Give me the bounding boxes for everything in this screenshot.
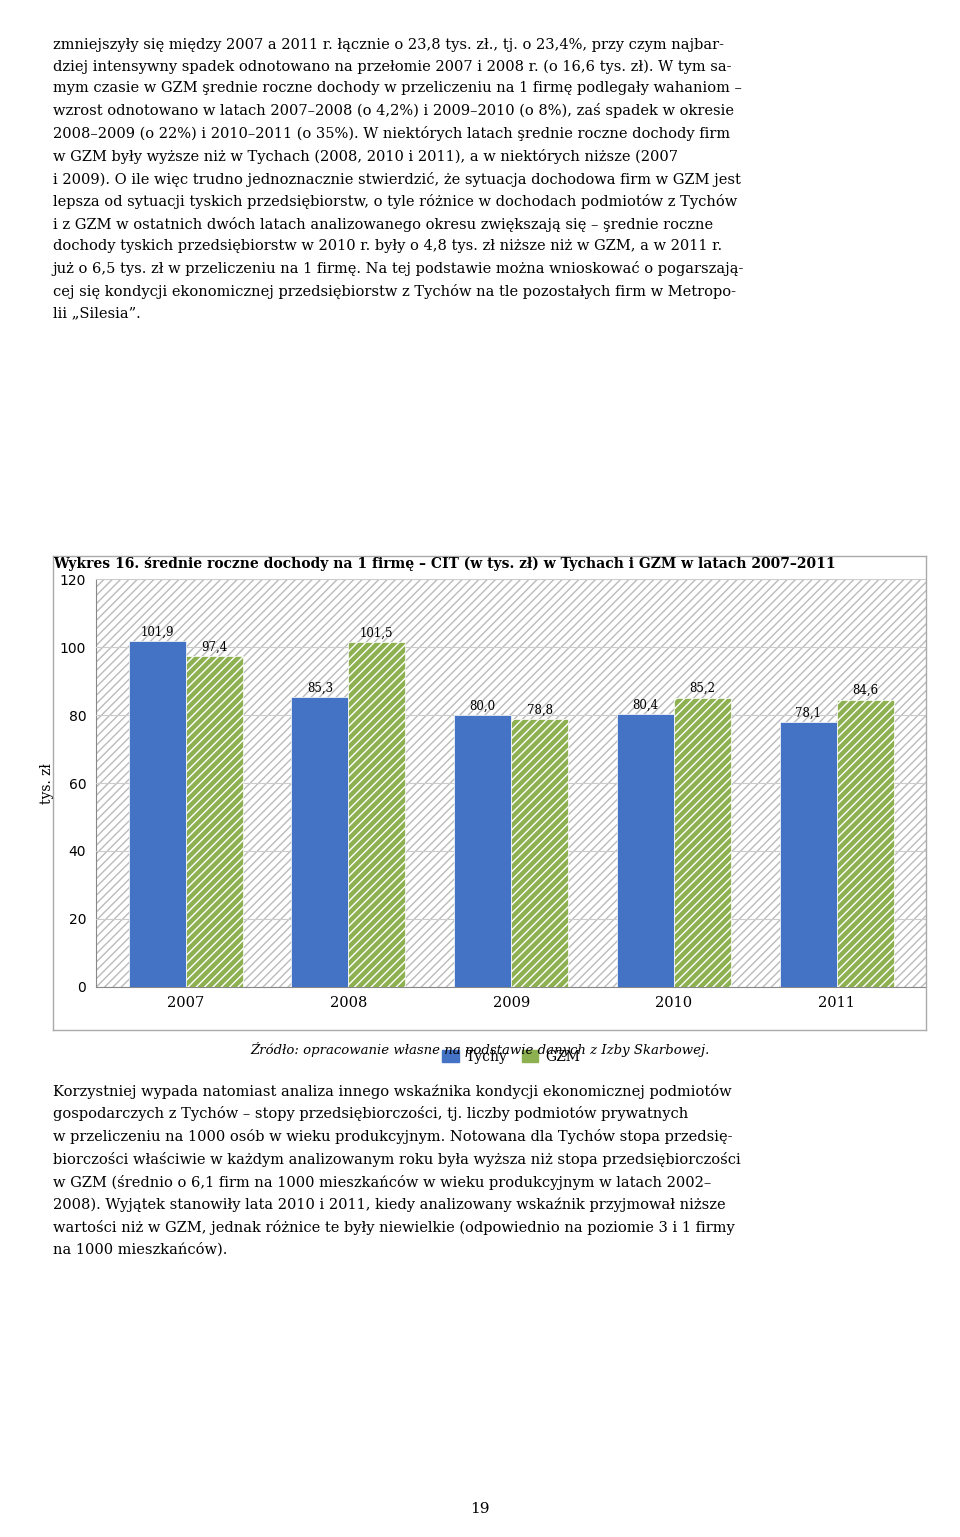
Bar (617, 713, 674, 987)
Text: 78,8: 78,8 (527, 704, 553, 716)
Text: 84,6: 84,6 (852, 684, 878, 698)
Text: Korzystniej wypada natomiast analiza innego wskaźnika kondycji ekonomicznej podm: Korzystniej wypada natomiast analiza inn… (53, 1084, 740, 1256)
Bar (511, 719, 568, 987)
Text: 80,4: 80,4 (633, 698, 659, 712)
Text: Źródło: opracowanie własne na podstawie danych z Izby Skarbowej.: Źródło: opracowanie własne na podstawie … (251, 1042, 709, 1057)
Bar (674, 698, 731, 987)
Text: 80,0: 80,0 (469, 699, 495, 713)
Text: 101,5: 101,5 (360, 627, 394, 639)
Text: 85,2: 85,2 (689, 682, 715, 695)
Text: 85,3: 85,3 (307, 682, 333, 695)
Bar (780, 722, 837, 987)
Y-axis label: tys. zł: tys. zł (40, 762, 55, 804)
Bar (129, 641, 185, 987)
Text: Wykres 16. średnie roczne dochody na 1 firmę – CIT (w tys. zł) w Tychach i GZM w: Wykres 16. średnie roczne dochody na 1 f… (53, 556, 835, 570)
Bar (348, 642, 405, 987)
Text: 19: 19 (470, 1502, 490, 1517)
Text: zmniejszyły się między 2007 a 2011 r. łącznie o 23,8 tys. zł., tj. o 23,4%, przy: zmniejszyły się między 2007 a 2011 r. łą… (53, 38, 744, 320)
Bar (292, 698, 348, 987)
Bar (454, 715, 512, 987)
Bar (837, 699, 894, 987)
Text: 78,1: 78,1 (795, 707, 822, 719)
Legend: Tychy, GZM: Tychy, GZM (437, 1044, 586, 1070)
Text: 97,4: 97,4 (201, 641, 228, 653)
Text: 101,9: 101,9 (140, 626, 174, 638)
Bar (185, 656, 243, 987)
